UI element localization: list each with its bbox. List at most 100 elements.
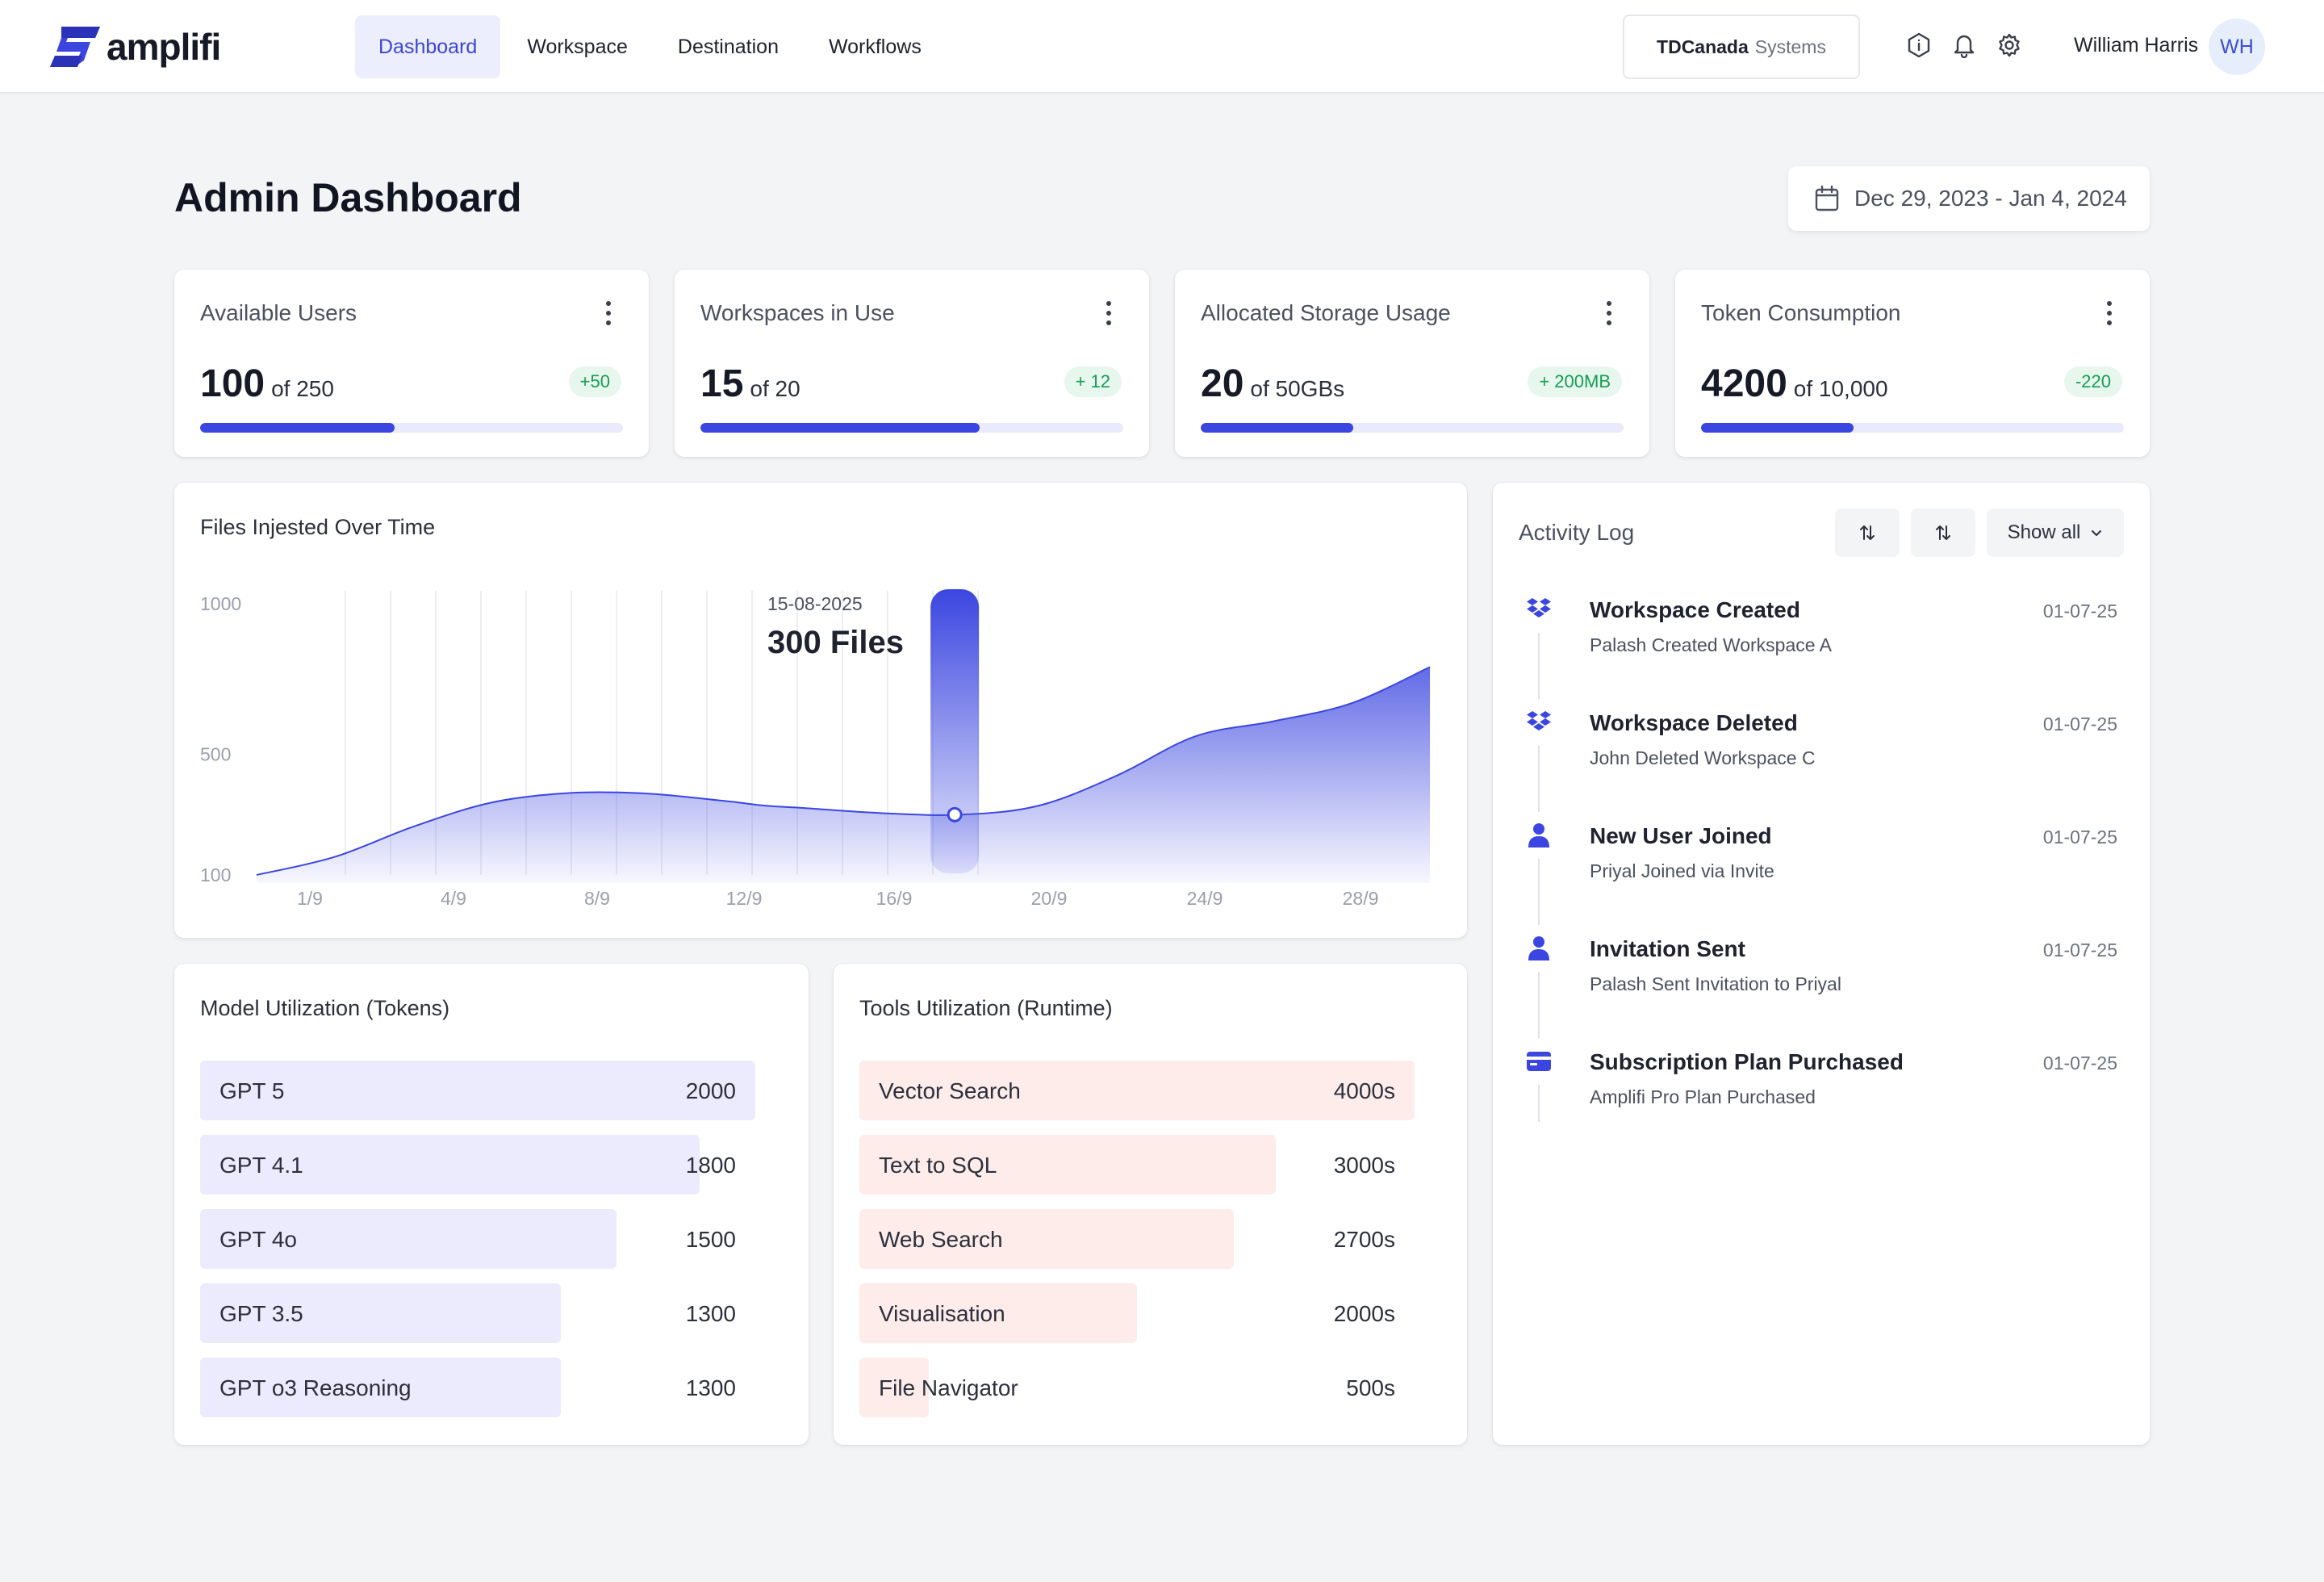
organization-suffix: Systems xyxy=(1754,36,1826,57)
activity-title: Subscription Plan Purchased xyxy=(1590,1049,1904,1074)
filter-sort-button[interactable] xyxy=(1911,508,1975,557)
model-utilization-bar xyxy=(200,1283,561,1343)
timeline-connector xyxy=(1538,859,1540,925)
y-tick-label: 1000 xyxy=(200,593,241,614)
activity-date: 01-07-25 xyxy=(2042,940,2117,960)
activity-title: Invitation Sent xyxy=(1590,936,1745,961)
tools-utilization-bar xyxy=(859,1209,1234,1269)
files-ingested-area-chart[interactable]: 1000 500 100 1/9 4/9 8/9 12/9 16/9 20/9 24/9 28/9 xyxy=(174,483,1467,938)
dropbox-icon xyxy=(1525,596,1553,623)
activity-date: 01-07-25 xyxy=(2042,714,2117,734)
stat-main-value: 100 xyxy=(200,362,265,405)
model-utilization-row[interactable]: GPT 5 2000 xyxy=(200,1061,755,1120)
model-utilization-row[interactable]: GPT 4.1 1800 xyxy=(200,1135,755,1195)
logo-text: amplifi xyxy=(107,26,221,68)
activity-date: 01-07-25 xyxy=(2042,1053,2117,1074)
activity-description: Palash Created Workspace A xyxy=(1590,634,1833,655)
model-utilization-card: Model Utilization (Tokens) GPT 5 2000 GPT … xyxy=(174,964,809,1445)
organization-selector[interactable]: TDCanada Systems xyxy=(1623,15,1860,79)
model-utilization-value: 1500 xyxy=(685,1227,736,1252)
stat-value: 20 of 50GBs xyxy=(1201,362,1344,406)
settings-gear-icon[interactable] xyxy=(1995,31,2024,60)
stat-title: Token Consumption xyxy=(1701,300,1901,325)
info-icon[interactable] xyxy=(1904,31,1933,60)
tools-utilization-row[interactable]: Text to SQL 3000s xyxy=(859,1135,1415,1195)
chart-tooltip-date: 15-08-2025 xyxy=(767,593,863,614)
tab-workspace[interactable]: Workspace xyxy=(527,35,628,58)
activity-description: Palash Sent Invitation to Priyal xyxy=(1590,973,1841,994)
tools-utilization-bar xyxy=(859,1061,1415,1120)
stat-main-value: 15 xyxy=(700,362,744,405)
activity-date: 01-07-25 xyxy=(2042,601,2117,622)
model-utilization-value: 1300 xyxy=(685,1375,736,1400)
x-tick-label: 28/9 xyxy=(1343,888,1379,909)
x-tick-label: 8/9 xyxy=(584,888,610,909)
model-utilization-label: GPT 4.1 xyxy=(219,1153,303,1178)
x-tick-label: 24/9 xyxy=(1187,888,1223,909)
model-utilization-row[interactable]: GPT 4o 1500 xyxy=(200,1209,755,1269)
show-all-dropdown[interactable]: Show all xyxy=(1987,508,2124,557)
tools-utilization-title: Tools Utilization (Runtime) xyxy=(859,996,1113,1020)
tab-destination[interactable]: Destination xyxy=(677,35,779,58)
highlight-marker[interactable] xyxy=(930,589,980,873)
progress-bar xyxy=(700,423,1123,433)
card-icon xyxy=(1525,1048,1553,1075)
model-utilization-bar xyxy=(200,1061,755,1120)
notification-bell-icon[interactable] xyxy=(1950,31,1979,60)
tools-utilization-card: Tools Utilization (Runtime) Vector Searc… xyxy=(834,964,1467,1445)
more-options-icon[interactable] xyxy=(1101,297,1117,329)
stat-card-allocated-storage: Allocated Storage Usage 20 of 50GBs + 20… xyxy=(1175,270,1649,457)
app-logo[interactable]: amplifi xyxy=(50,24,221,69)
activity-log-item[interactable]: New User Joined Priyal Joined via Invite 0… xyxy=(1493,814,2151,927)
tools-utilization-row[interactable]: Web Search 2700s xyxy=(859,1209,1415,1269)
tools-utilization-value: 2000s xyxy=(1333,1301,1395,1326)
model-utilization-row[interactable]: GPT o3 Reasoning 1300 xyxy=(200,1358,755,1417)
x-tick-label: 12/9 xyxy=(726,888,763,909)
x-tick-label: 16/9 xyxy=(876,888,913,909)
delta-badge: -220 xyxy=(2063,366,2122,397)
area-fill xyxy=(257,667,1430,883)
sort-icon xyxy=(1860,525,1875,540)
progress-bar xyxy=(200,423,623,433)
stat-main-value: 20 xyxy=(1201,362,1244,405)
model-utilization-bar xyxy=(200,1209,617,1269)
progress-fill xyxy=(1201,423,1353,433)
tools-utilization-row[interactable]: File Navigator 500s xyxy=(859,1358,1415,1417)
tab-dashboard[interactable]: Dashboard xyxy=(355,15,501,78)
more-options-icon[interactable] xyxy=(600,297,617,329)
activity-log-item[interactable]: Subscription Plan Purchased Amplifi Pro P… xyxy=(1493,1040,2151,1122)
date-range-label: Dec 29, 2023 - Jan 4, 2024 xyxy=(1854,186,2127,211)
tab-workflows[interactable]: Workflows xyxy=(828,35,922,58)
model-utilization-label: GPT o3 Reasoning xyxy=(219,1375,412,1400)
date-range-picker[interactable]: Dec 29, 2023 - Jan 4, 2024 xyxy=(1788,166,2150,231)
avatar[interactable]: WH xyxy=(2209,19,2265,75)
stat-total: of 20 xyxy=(750,376,800,401)
timeline-connector xyxy=(1538,746,1540,812)
tools-utilization-label: Vector Search xyxy=(879,1078,1021,1103)
tools-utilization-row[interactable]: Vector Search 4000s xyxy=(859,1061,1415,1120)
calendar-icon xyxy=(1815,185,1839,211)
activity-log-item[interactable]: Invitation Sent Palash Sent Invitation to… xyxy=(1493,927,2151,1040)
user-name[interactable]: William Harris xyxy=(2074,34,2199,56)
sort-button[interactable] xyxy=(1835,508,1900,557)
more-options-icon[interactable] xyxy=(1601,297,1617,329)
stat-title: Allocated Storage Usage xyxy=(1201,300,1451,325)
tools-utilization-value: 500s xyxy=(1346,1375,1395,1400)
highlight-point[interactable] xyxy=(947,806,963,822)
top-navigation-bar: amplifi Dashboard Workspace Destination … xyxy=(0,0,2324,94)
x-tick-label: 1/9 xyxy=(297,888,323,909)
amplifi-logo-icon xyxy=(50,27,100,67)
page-title: Admin Dashboard xyxy=(174,175,522,220)
model-utilization-row[interactable]: GPT 3.5 1300 xyxy=(200,1283,755,1343)
files-ingested-chart-card: Files Injested Over Time 1000 500 100 1/9 4/… xyxy=(174,483,1467,938)
progress-fill xyxy=(200,423,395,433)
more-options-icon[interactable] xyxy=(2101,297,2117,329)
tools-utilization-row[interactable]: Visualisation 2000s xyxy=(859,1283,1415,1343)
activity-title: Workspace Created xyxy=(1590,597,1800,622)
user-icon xyxy=(1525,935,1553,962)
activity-log-item[interactable]: Workspace Deleted John Deleted Workspace … xyxy=(1493,701,2151,814)
tools-utilization-bar xyxy=(859,1358,929,1417)
tools-utilization-value: 4000s xyxy=(1333,1078,1395,1103)
model-utilization-label: GPT 4o xyxy=(219,1227,297,1252)
activity-log-item[interactable]: Workspace Created Palash Created Workspac… xyxy=(1493,588,2151,701)
